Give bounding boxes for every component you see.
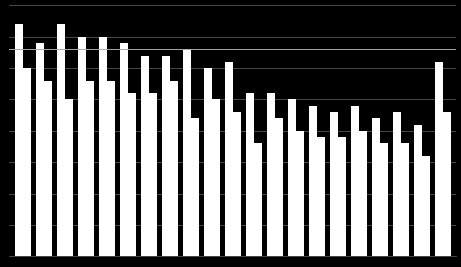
Bar (380, 143, 388, 267)
Bar (99, 37, 107, 267)
Bar (15, 24, 23, 267)
Bar (288, 99, 296, 267)
Bar (338, 137, 346, 267)
Bar (351, 106, 359, 267)
Bar (401, 143, 409, 267)
Bar (330, 112, 338, 267)
Bar (107, 81, 115, 267)
Bar (212, 99, 220, 267)
Bar (296, 131, 304, 267)
Bar (267, 93, 275, 267)
Bar (393, 112, 401, 267)
Bar (204, 68, 212, 267)
Bar (149, 93, 157, 267)
Bar (359, 131, 367, 267)
Bar (414, 124, 422, 267)
Bar (162, 56, 170, 267)
Bar (435, 62, 443, 267)
Bar (309, 106, 317, 267)
Bar (422, 156, 430, 267)
Bar (170, 81, 178, 267)
Bar (443, 112, 451, 267)
Bar (57, 24, 65, 267)
Bar (225, 62, 233, 267)
Bar (65, 99, 73, 267)
Bar (191, 118, 199, 267)
Bar (275, 118, 283, 267)
Bar (36, 43, 44, 267)
Bar (254, 143, 262, 267)
Bar (120, 43, 128, 267)
Bar (86, 81, 94, 267)
Bar (128, 93, 136, 267)
Bar (23, 68, 31, 267)
Bar (78, 37, 86, 267)
Bar (183, 49, 191, 267)
Bar (141, 56, 149, 267)
Bar (317, 137, 325, 267)
Bar (44, 81, 52, 267)
Bar (372, 118, 380, 267)
Bar (246, 93, 254, 267)
Bar (233, 112, 241, 267)
